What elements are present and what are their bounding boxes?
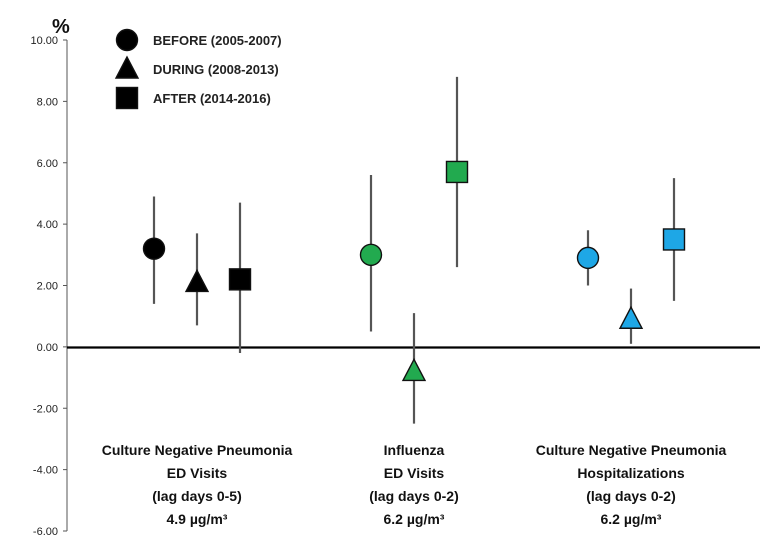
legend-label: AFTER (2014-2016): [153, 91, 271, 106]
y-tick-label: -6.00: [33, 526, 58, 538]
legend-label: BEFORE (2005-2007): [153, 33, 282, 48]
data-point-circle-marker: [142, 237, 166, 260]
legend: BEFORE (2005-2007) DURING (2008-2013) AFTE…: [114, 28, 282, 110]
group-label-line: 6.2 µg/m³: [601, 511, 662, 527]
legend-triangle-marker: [114, 55, 140, 79]
data-point-square-marker: [445, 160, 469, 184]
group-label-line: 4.9 µg/m³: [167, 511, 228, 527]
data-point-triangle-marker: [184, 268, 210, 293]
data-point-circle-marker: [359, 243, 383, 267]
group-label-line: ED Visits: [384, 465, 445, 481]
group-label-line: Hospitalizations: [577, 465, 685, 481]
legend-label: DURING (2008-2013): [153, 62, 279, 77]
data-point-triangle-marker: [618, 305, 644, 329]
data-point-square-marker: [662, 228, 686, 251]
group-label-line: (lag days 0-2): [586, 488, 675, 504]
y-axis-unit-label: %: [52, 16, 70, 38]
y-tick-label: 6.00: [37, 158, 58, 170]
y-tick-label: 8.00: [37, 96, 58, 108]
group-label-line: ED Visits: [167, 465, 228, 481]
y-tick-label: -4.00: [33, 465, 58, 477]
legend-circle-marker: [115, 28, 139, 52]
group-label-line: Influenza: [384, 442, 445, 458]
group-label-line: (lag days 0-2): [369, 488, 458, 504]
group-label-line: Culture Negative Pneumonia: [536, 442, 727, 458]
y-tick-label: 10.00: [30, 35, 58, 47]
group-label-line: (lag days 0-5): [152, 488, 241, 504]
y-tick-label: 2.00: [37, 281, 58, 293]
data-point-circle-marker: [576, 246, 600, 270]
legend-square-marker: [115, 86, 139, 110]
data-marks: [142, 76, 686, 424]
y-tick-label: -2.00: [33, 403, 58, 415]
y-tick-group: 10.00 8.00 6.00 4.00 2.00 0.00 -2.00 -4.00 -6.00: [30, 35, 67, 538]
y-tick-label: 0.00: [37, 342, 58, 354]
group-label-line: Culture Negative Pneumonia: [102, 442, 293, 458]
group-label-line: 6.2 µg/m³: [384, 511, 445, 527]
data-point-triangle-marker: [401, 357, 427, 382]
group-labels: Culture Negative Pneumonia ED Visits (lag …: [102, 442, 727, 527]
y-tick-label: 4.00: [37, 219, 58, 231]
data-point-square-marker: [228, 268, 252, 291]
